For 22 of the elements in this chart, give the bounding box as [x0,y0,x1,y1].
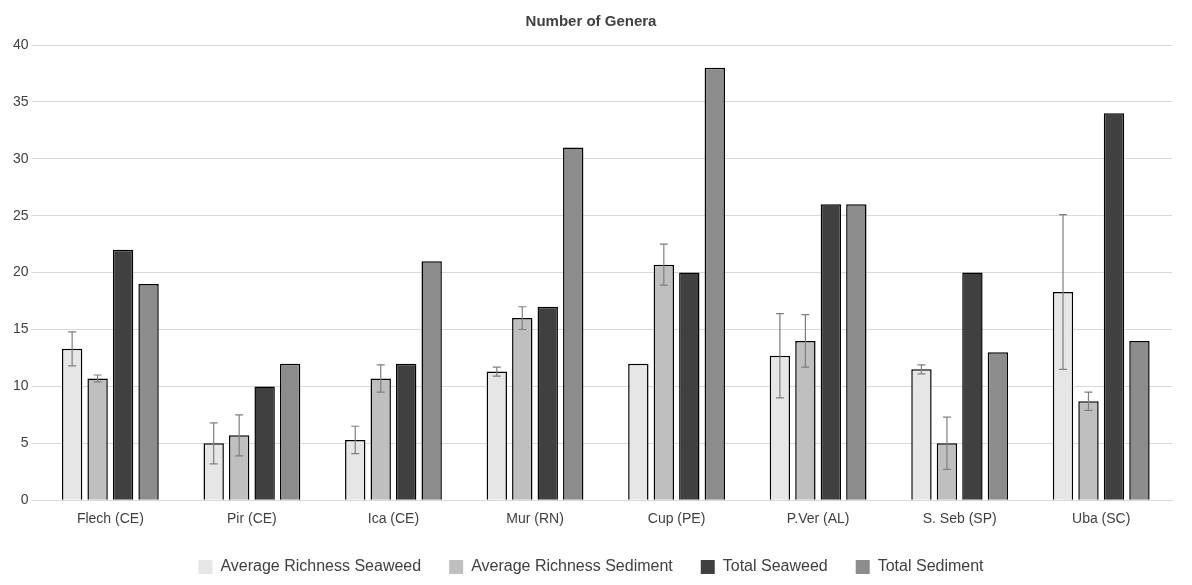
legend-label: Total Seaweed [722,557,828,575]
y-tick-label: 30 [12,149,29,166]
y-tick-label: 25 [12,206,29,223]
legend-label: Total Sediment [877,557,985,575]
x-tick-label: P.Ver (AL) [786,510,850,527]
x-tick-label: S. Seb (SP) [922,510,997,527]
legend-label: Average Richness Seaweed [220,557,422,575]
x-tick-label: Ica (CE) [367,510,420,527]
legend-label: Average Richness Sediment [471,557,674,575]
y-tick-label: 5 [20,434,29,451]
x-tick-label: Mur (RN) [506,510,564,527]
y-tick-label: 35 [12,92,29,109]
y-tick-label: 15 [12,320,29,337]
y-tick-label: 10 [12,377,29,394]
chart-title: Number of Genera [525,12,658,30]
x-tick-label: Pir (CE) [227,510,277,527]
x-tick-label: Cup (PE) [647,510,706,527]
x-tick-label: Uba (SC) [1072,510,1131,527]
y-tick-label: 0 [20,491,29,508]
y-tick-label: 20 [12,263,29,280]
y-tick-label: 40 [12,35,29,52]
x-tick-label: Flech (CE) [76,510,144,527]
